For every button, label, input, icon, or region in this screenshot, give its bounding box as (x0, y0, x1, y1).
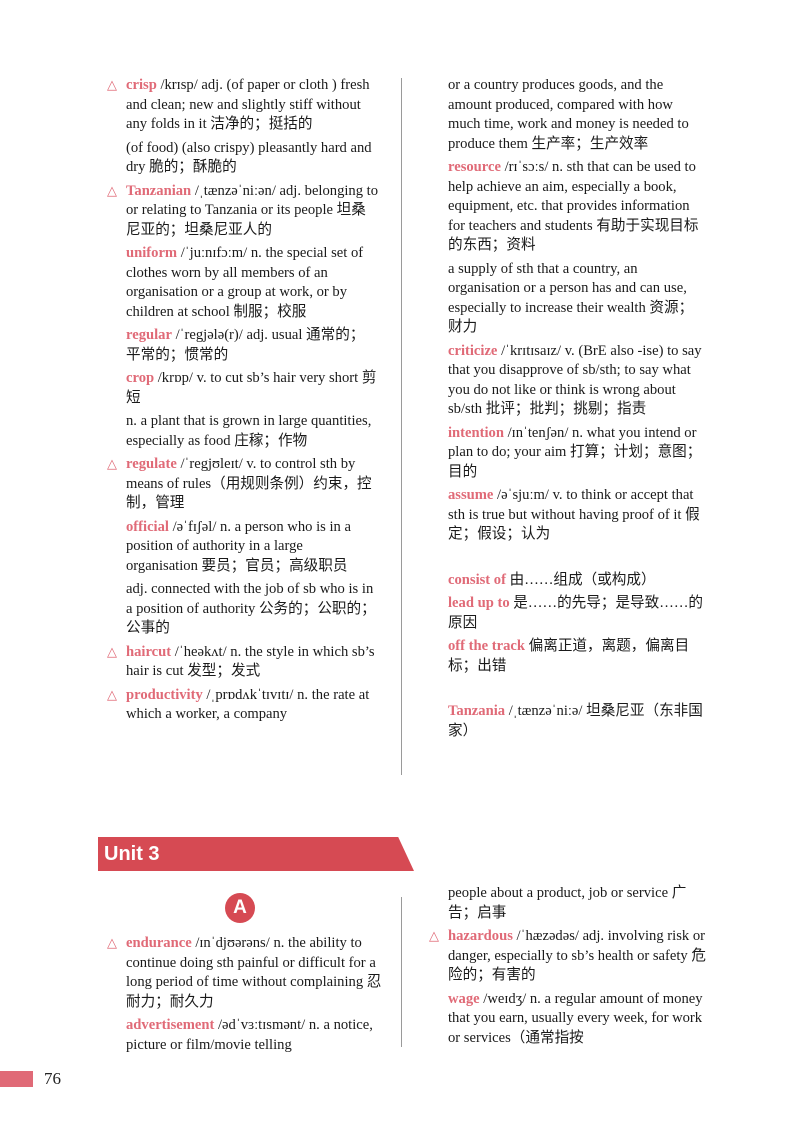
spacer (448, 680, 706, 702)
triangle-marker-icon: △ (107, 183, 117, 199)
triangle-marker-icon: △ (107, 687, 117, 703)
headword: advertisement (126, 1017, 215, 1033)
headword: consist of (448, 571, 506, 588)
glossary-entry: intention /ɪnˈtenʃən/ n. what you intend… (448, 424, 706, 483)
definition: /ədˈvɜːtɪsmənt/ n. a notice, picture or … (126, 1017, 373, 1053)
headword: official (126, 518, 169, 535)
headword: regulate (126, 456, 177, 472)
glossary-entry: adj. connected with the job of sb who is… (126, 580, 378, 639)
headword: productivity (126, 686, 203, 703)
glossary-entry: (of food) (also crispy) pleasantly hard … (126, 139, 378, 178)
definition: /ˌtænzəˈniːə/ 坦桑尼亚（东非国家） (448, 703, 703, 739)
unit-banner (98, 837, 414, 871)
definition: a supply of sth that a country, an organ… (448, 260, 694, 336)
glossary-entry: lead up to 是……的先导；是导致……的原因 (448, 594, 706, 633)
definition: 是……的先导；是导致……的原因 (448, 595, 704, 631)
glossary-entry: assume /əˈsjuːm/ v. to think or accept t… (448, 486, 706, 545)
unit-title: Unit 3 (104, 843, 160, 865)
headword: haircut (126, 643, 172, 660)
bottom-right-column: people about a product, job or service 广… (429, 884, 706, 1052)
definition: /ˈjuːnɪfɔːm/ n. the special set of cloth… (126, 245, 364, 320)
definition: or a country produces goods, and the amo… (448, 77, 689, 152)
headword: regular (126, 327, 172, 343)
glossary-entry: △ Tanzanian /ˌtænzəˈniːən/ adj. belonging… (107, 182, 379, 241)
glossary-entry: wage /weɪdʒ/ n. a regular amount of mone… (448, 990, 706, 1049)
glossary-entry: △ endurance /ɪnˈdjʊərəns/ n. the ability … (107, 934, 388, 1012)
headword: lead up to (448, 595, 510, 611)
glossary-entry: regular /ˈregjələ(r)/ adj. usual 通常的；平常的… (126, 326, 378, 365)
definition: /ˈkrɪtɪsaɪz/ v. (BrE also -ise) to say t… (448, 342, 702, 418)
bottom-left-column: △ endurance /ɪnˈdjʊərəns/ n. the ability … (107, 934, 388, 1059)
triangle-marker-icon: △ (429, 929, 439, 944)
definition: /weɪdʒ/ n. a regular amount of money tha… (448, 990, 703, 1046)
top-right-column: or a country produces goods, and the amo… (448, 76, 706, 745)
glossary-entry: a supply of sth that a country, an organ… (448, 260, 706, 338)
definition: /əˈfɪʃəl/ n. a person who is in a positi… (126, 518, 351, 574)
glossary-entry: △ productivity /ˌprɒdʌkˈtɪvɪtɪ/ n. the ra… (107, 686, 378, 725)
glossary-entry: advertisement /ədˈvɜːtɪsmənt/ n. a notic… (126, 1016, 388, 1055)
glossary-entry: △ regulate /ˈregjʊleɪt/ v. to control sth… (107, 455, 378, 514)
glossary-entry: people about a product, job or service 广… (448, 884, 706, 923)
headword: crisp (126, 77, 157, 93)
bottom-column-divider (401, 897, 402, 1047)
definition: /ˌtænzəˈniːən/ adj. belonging to or rela… (126, 182, 379, 238)
definition: /rɪˈsɔːs/ n. sth that can be used to hel… (448, 159, 699, 253)
definition: /ˌprɒdʌkˈtɪvɪtɪ/ n. the rate at which a … (126, 686, 370, 723)
definition: n. a plant that is grown in large quanti… (126, 413, 372, 449)
definition: /ɪnˈtenʃən/ n. what you intend or plan t… (448, 424, 702, 480)
definition: /ˈregjələ(r)/ adj. usual 通常的；平常的；惯常的 (126, 327, 365, 363)
headword: assume (448, 487, 494, 503)
glossary-entry: uniform /ˈjuːnɪfɔːm/ n. the special set … (126, 244, 378, 322)
triangle-marker-icon: △ (107, 457, 117, 472)
glossary-entry: off the track 偏离正道，离题，偏离目标；出错 (448, 637, 706, 676)
glossary-entry: Tanzania /ˌtænzəˈniːə/ 坦桑尼亚（东非国家） (448, 702, 706, 741)
headword: uniform (126, 245, 178, 261)
headword: criticize (448, 342, 498, 359)
top-left-column: △ crisp /krɪsp/ adj. (of paper or cloth )… (107, 76, 379, 729)
headword: crop (126, 370, 155, 386)
definition: (of food) (also crispy) pleasantly hard … (126, 139, 372, 176)
definition: adj. connected with the job of sb who is… (126, 581, 376, 636)
definition: /ˈregjʊleɪt/ v. to control sth by means … (126, 456, 372, 511)
headword: intention (448, 424, 504, 441)
triangle-marker-icon: △ (107, 644, 117, 660)
glossary-entry: △ crisp /krɪsp/ adj. (of paper or cloth )… (107, 76, 378, 135)
headword: endurance (126, 935, 192, 951)
page-number: 76 (44, 1069, 61, 1088)
glossary-entry: criticize /ˈkrɪtɪsaɪz/ v. (BrE also -ise… (448, 342, 706, 420)
definition: 偏离正道，离题，偏离目标；出错 (448, 638, 690, 674)
glossary-entry: consist of 由……组成（或构成） (448, 571, 706, 591)
definition: /krɪsp/ adj. (of paper or cloth ) fresh … (126, 77, 370, 132)
triangle-marker-icon: △ (107, 78, 117, 93)
headword: resource (448, 159, 501, 175)
definition: /krɒp/ v. to cut sb’s hair very short 剪短 (126, 370, 377, 406)
headword: off the track (448, 638, 525, 654)
glossary-entry: △ haircut /ˈheəkʌt/ n. the style in which… (107, 643, 378, 682)
glossary-entry: or a country produces goods, and the amo… (448, 76, 706, 154)
glossary-entry: resource /rɪˈsɔːs/ n. sth that can be us… (448, 158, 706, 256)
headword: hazardous (448, 928, 513, 944)
definition: 由……组成（或构成） (505, 571, 656, 588)
glossary-entry: crop /krɒp/ v. to cut sb’s hair very sho… (126, 369, 378, 408)
triangle-marker-icon: △ (107, 936, 117, 951)
glossary-entry: n. a plant that is grown in large quanti… (126, 412, 378, 451)
glossary-entry: official /əˈfɪʃəl/ n. a person who is in… (126, 518, 378, 577)
glossary-entry: △ hazardous /ˈhæzədəs/ adj. involving ris… (429, 927, 706, 986)
definition: /ˈhæzədəs/ adj. involving risk or danger… (448, 928, 706, 983)
spacer (448, 549, 706, 571)
headword: wage (448, 990, 480, 1007)
top-column-divider (401, 78, 402, 775)
headword: Tanzania (448, 703, 506, 719)
page-number-bar (0, 1071, 33, 1087)
headword: Tanzanian (126, 182, 192, 199)
definition: /əˈsjuːm/ v. to think or accept that sth… (448, 487, 700, 542)
definition: /ˈheəkʌt/ n. the style in which sb’s hai… (126, 643, 375, 680)
definition: /ɪnˈdjʊərəns/ n. the ability to continue… (126, 935, 382, 1010)
definition: people about a product, job or service 广… (448, 885, 687, 921)
section-letter-badge: A (225, 893, 255, 923)
